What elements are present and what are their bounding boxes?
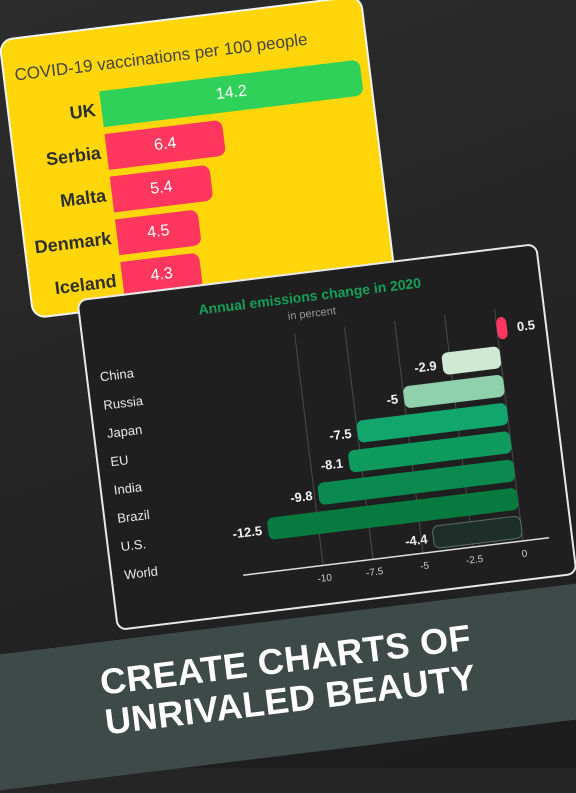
emissions-bar (441, 346, 502, 375)
emissions-category-label: EU (109, 452, 129, 469)
emissions-category-label: Russia (103, 393, 145, 413)
emissions-x-axis (243, 536, 550, 576)
emissions-gridline (493, 308, 524, 541)
vaccinations-value-label: 4.5 (146, 221, 171, 242)
emissions-value-label: -2.9 (413, 358, 437, 376)
emissions-tick-label: -2.5 (465, 554, 484, 567)
emissions-chart-subtitle: in percent (287, 305, 336, 323)
emissions-category-label: Japan (106, 422, 143, 441)
emissions-value-label: -8.1 (320, 456, 344, 474)
emissions-tick-label: -5 (420, 561, 431, 573)
vaccinations-value-label: 5.4 (149, 178, 174, 198)
vaccinations-bar: 6.4 (104, 119, 227, 170)
emissions-value-label: -12.5 (232, 523, 263, 542)
vaccinations-value-label: 6.4 (153, 134, 178, 155)
emissions-category-label: India (113, 479, 144, 497)
emissions-value-label: -4.4 (404, 531, 429, 549)
vaccinations-category-label: UK (68, 100, 97, 124)
emissions-bar (432, 515, 523, 549)
vaccinations-bar: 5.4 (109, 164, 214, 213)
emissions-value-label: -7.5 (328, 426, 352, 444)
emissions-tick-label: -7.5 (365, 566, 384, 579)
emissions-bar (356, 403, 509, 443)
emissions-chart-card: Annual emissions change in 2020 in percen… (76, 242, 576, 632)
emissions-bar (317, 459, 515, 505)
emissions-category-label: Brazil (116, 507, 150, 526)
emissions-bar (267, 488, 519, 540)
emissions-category-label: World (123, 563, 158, 582)
vaccinations-category-label: Malta (59, 185, 108, 211)
emissions-value-label: -5 (386, 391, 399, 407)
vaccinations-category-label: Serbia (44, 142, 102, 170)
emissions-bar (496, 317, 508, 340)
emissions-tick-label: -10 (317, 572, 333, 585)
emissions-bar (348, 431, 512, 473)
emissions-category-label: China (99, 365, 135, 384)
emissions-category-label: U.S. (120, 536, 147, 554)
vaccinations-bar: 4.5 (115, 209, 202, 256)
emissions-value-label: 0.5 (516, 317, 536, 334)
emissions-value-label: -9.8 (289, 488, 313, 506)
emissions-bar (403, 374, 505, 408)
vaccinations-category-label: Denmark (33, 228, 113, 258)
emissions-tick-label: 0 (521, 548, 528, 560)
